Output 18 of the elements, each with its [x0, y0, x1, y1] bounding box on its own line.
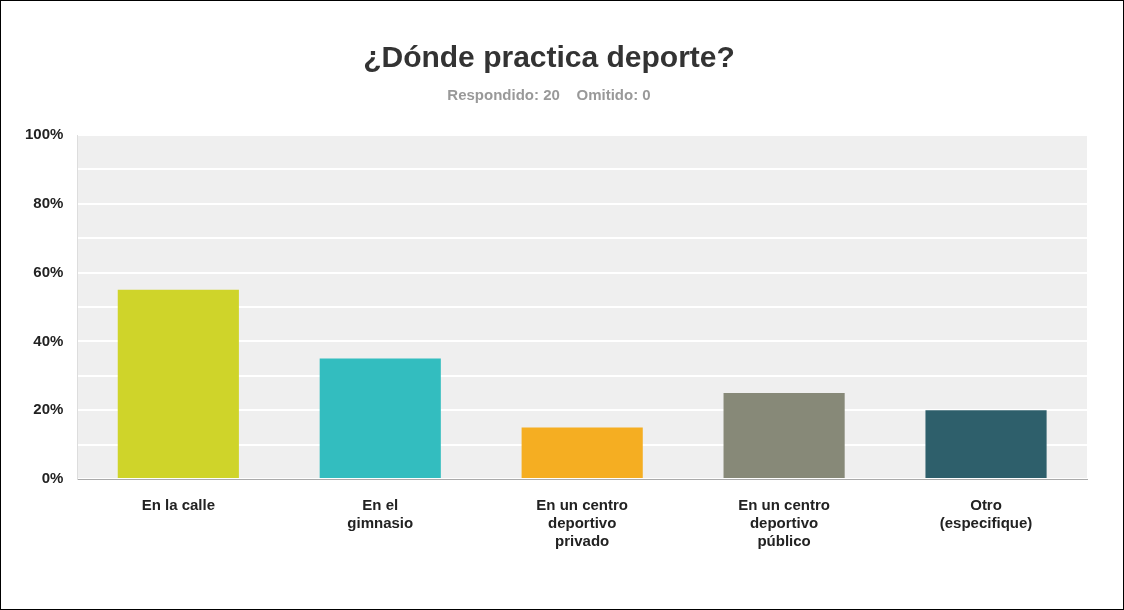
bar: [925, 410, 1047, 478]
bar: [319, 358, 441, 478]
bar: [117, 289, 239, 478]
y-tick-label: 100%: [24, 125, 64, 143]
bar: [521, 427, 643, 478]
x-tick-label: En un centro deportivo público: [738, 496, 830, 550]
x-tick-label: Otro (especifique): [939, 496, 1033, 532]
x-tick-label: En la calle: [141, 496, 216, 514]
y-tick-label: 80%: [33, 193, 64, 211]
y-tick-label: 20%: [33, 400, 64, 418]
chart-subtitle: Respondido: 20 Omitido: 0: [447, 86, 651, 104]
y-tick-label: 40%: [33, 331, 64, 349]
y-tick-label: 0%: [41, 469, 64, 487]
x-tick-label: En el gimnasio: [347, 496, 414, 532]
bar: [723, 393, 845, 478]
x-tick-label: En un centro deportivo privado: [536, 496, 629, 550]
y-tick-label: 60%: [33, 262, 64, 280]
chart-title: ¿Dónde practica deporte?: [363, 40, 735, 74]
